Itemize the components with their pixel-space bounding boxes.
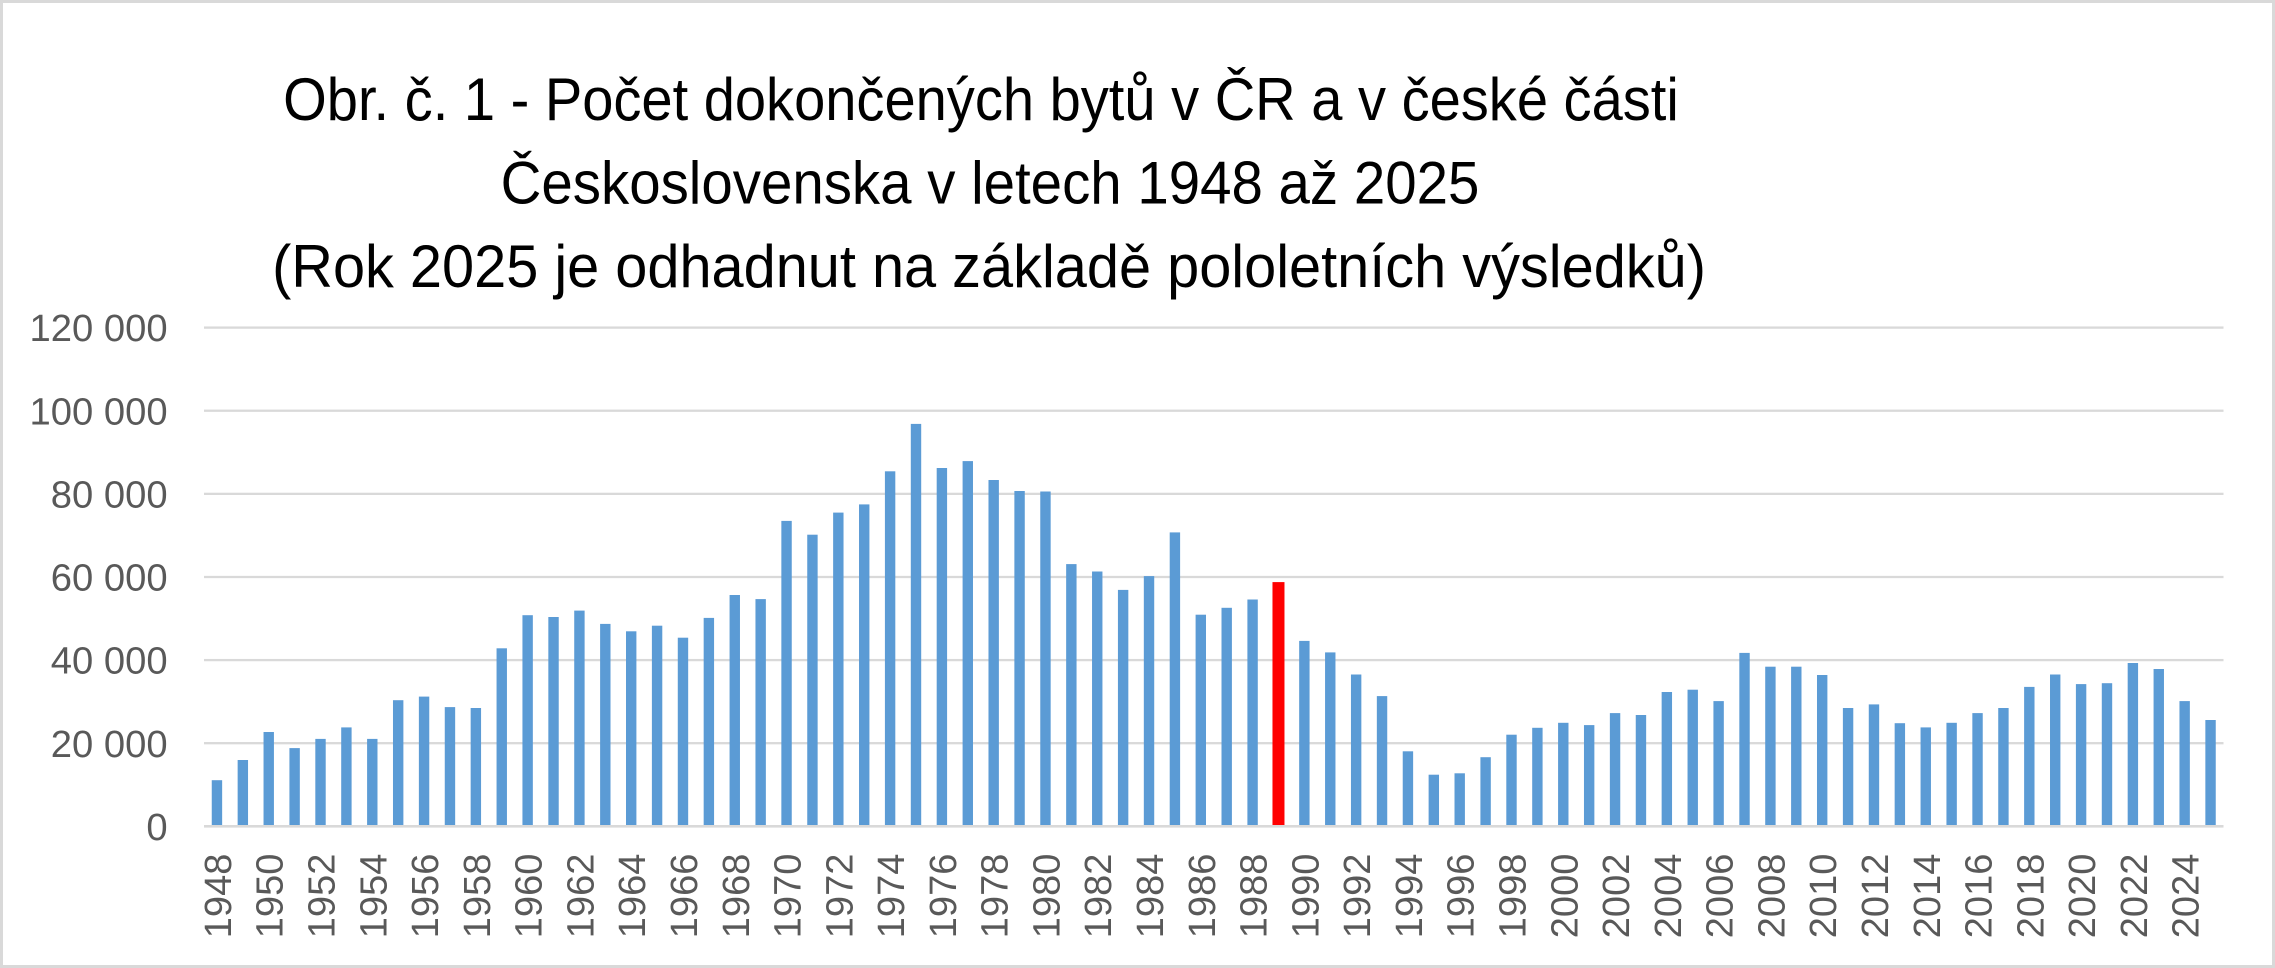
- svg-text:2012: 2012: [1855, 854, 1897, 939]
- svg-text:20 000: 20 000: [51, 723, 168, 766]
- svg-text:1992: 1992: [1337, 854, 1379, 939]
- svg-text:2014: 2014: [1907, 854, 1949, 939]
- svg-text:60 000: 60 000: [51, 557, 168, 600]
- svg-text:1976: 1976: [923, 854, 965, 939]
- svg-text:1984: 1984: [1130, 854, 1172, 939]
- svg-text:1954: 1954: [353, 854, 395, 939]
- svg-text:2000: 2000: [1544, 854, 1586, 939]
- svg-text:1986: 1986: [1182, 854, 1224, 939]
- svg-text:1980: 1980: [1026, 854, 1068, 939]
- svg-text:1972: 1972: [819, 854, 861, 939]
- svg-text:1978: 1978: [975, 854, 1017, 939]
- svg-text:2024: 2024: [2166, 854, 2208, 939]
- svg-text:0: 0: [146, 806, 167, 849]
- svg-text:1960: 1960: [509, 854, 551, 939]
- svg-text:1970: 1970: [768, 854, 810, 939]
- svg-text:2022: 2022: [2114, 854, 2156, 939]
- svg-text:2008: 2008: [1751, 854, 1793, 939]
- svg-text:100 000: 100 000: [30, 390, 168, 433]
- svg-text:1958: 1958: [457, 854, 499, 939]
- svg-text:1982: 1982: [1078, 854, 1120, 939]
- svg-text:2018: 2018: [2010, 854, 2052, 939]
- svg-text:1988: 1988: [1234, 854, 1276, 939]
- svg-text:1950: 1950: [250, 854, 292, 939]
- svg-text:1968: 1968: [716, 854, 758, 939]
- svg-text:2016: 2016: [1959, 854, 2001, 939]
- svg-text:1948: 1948: [198, 854, 240, 939]
- svg-text:80 000: 80 000: [51, 473, 168, 516]
- svg-text:Obr. č. 1 - Počet dokončených: Obr. č. 1 - Počet dokončených bytů v ČR …: [283, 66, 1679, 133]
- svg-text:2004: 2004: [1648, 854, 1690, 939]
- svg-text:1964: 1964: [612, 854, 654, 939]
- svg-text:(Rok 2025 je odhadnut na zákla: (Rok 2025 je odhadnut na základě pololet…: [272, 234, 1706, 300]
- svg-text:2020: 2020: [2062, 854, 2104, 939]
- svg-text:120 000: 120 000: [30, 307, 168, 350]
- svg-text:1998: 1998: [1493, 854, 1535, 939]
- svg-text:1952: 1952: [302, 854, 344, 939]
- svg-text:1962: 1962: [560, 854, 602, 939]
- svg-text:40 000: 40 000: [51, 640, 168, 683]
- svg-text:1994: 1994: [1389, 854, 1431, 939]
- svg-text:Československa v letech 1948 a: Československa v letech 1948 až 2025: [501, 150, 1480, 217]
- svg-text:1996: 1996: [1441, 854, 1483, 939]
- svg-text:1974: 1974: [871, 854, 913, 939]
- svg-text:2006: 2006: [1700, 854, 1742, 939]
- svg-text:1990: 1990: [1285, 854, 1327, 939]
- svg-text:1956: 1956: [405, 854, 447, 939]
- svg-text:1966: 1966: [664, 854, 706, 939]
- svg-text:2010: 2010: [1803, 854, 1845, 939]
- svg-text:2002: 2002: [1596, 854, 1638, 939]
